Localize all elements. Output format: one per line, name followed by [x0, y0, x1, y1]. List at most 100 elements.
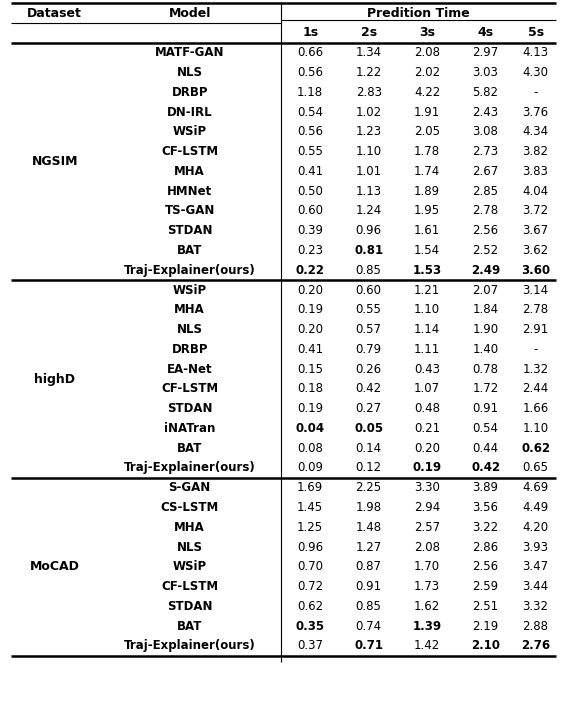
Text: 2.49: 2.49 [471, 264, 500, 277]
Text: 1.14: 1.14 [414, 323, 440, 336]
Text: 2.10: 2.10 [471, 639, 500, 653]
Text: 2.86: 2.86 [473, 541, 498, 553]
Text: 0.04: 0.04 [296, 422, 325, 435]
Text: -: - [533, 86, 538, 99]
Text: BAT: BAT [177, 244, 202, 257]
Text: 0.62: 0.62 [521, 441, 550, 455]
Text: 1.22: 1.22 [356, 66, 382, 79]
Text: 1.01: 1.01 [356, 165, 382, 178]
Text: 0.79: 0.79 [356, 343, 382, 356]
Text: 1.13: 1.13 [356, 184, 382, 198]
Text: 0.41: 0.41 [297, 343, 323, 356]
Text: STDAN: STDAN [167, 402, 212, 415]
Text: 0.65: 0.65 [523, 462, 549, 474]
Text: 0.09: 0.09 [297, 462, 323, 474]
Text: 2s: 2s [361, 27, 377, 39]
Text: 0.70: 0.70 [297, 560, 323, 573]
Text: 1.24: 1.24 [356, 204, 382, 218]
Text: CS-LSTM: CS-LSTM [161, 501, 219, 514]
Text: 2.51: 2.51 [473, 600, 498, 613]
Text: 0.56: 0.56 [297, 66, 323, 79]
Text: 0.57: 0.57 [356, 323, 382, 336]
Text: 4.04: 4.04 [523, 184, 549, 198]
Text: 1.32: 1.32 [523, 363, 549, 376]
Text: 1.11: 1.11 [414, 343, 440, 356]
Text: 2.76: 2.76 [521, 639, 550, 653]
Text: 4s: 4s [478, 27, 493, 39]
Text: Traj-Explainer(ours): Traj-Explainer(ours) [124, 264, 256, 277]
Text: 2.94: 2.94 [414, 501, 440, 514]
Text: NLS: NLS [176, 541, 203, 553]
Text: 1.98: 1.98 [356, 501, 382, 514]
Text: 0.78: 0.78 [473, 363, 498, 376]
Text: 2.02: 2.02 [414, 66, 440, 79]
Text: 2.56: 2.56 [473, 224, 498, 237]
Text: 1.21: 1.21 [414, 284, 440, 296]
Text: 1.66: 1.66 [523, 402, 549, 415]
Text: 1.69: 1.69 [297, 482, 323, 494]
Text: 1.72: 1.72 [473, 382, 498, 396]
Text: DN-IRL: DN-IRL [167, 106, 212, 118]
Text: 0.05: 0.05 [354, 422, 383, 435]
Text: S-GAN: S-GAN [169, 482, 211, 494]
Text: 0.91: 0.91 [356, 580, 382, 593]
Text: 5.82: 5.82 [473, 86, 498, 99]
Text: 0.54: 0.54 [297, 106, 323, 118]
Text: 1.62: 1.62 [414, 600, 440, 613]
Text: 2.08: 2.08 [414, 541, 440, 553]
Text: DRBP: DRBP [171, 343, 208, 356]
Text: 0.44: 0.44 [473, 441, 498, 455]
Text: 1.25: 1.25 [297, 521, 323, 534]
Text: Traj-Explainer(ours): Traj-Explainer(ours) [124, 462, 256, 474]
Text: 1.70: 1.70 [414, 560, 440, 573]
Text: CF-LSTM: CF-LSTM [161, 382, 218, 396]
Text: BAT: BAT [177, 620, 202, 633]
Text: 1.40: 1.40 [473, 343, 498, 356]
Text: 1.74: 1.74 [414, 165, 440, 178]
Text: MATF-GAN: MATF-GAN [155, 46, 224, 59]
Text: 3.72: 3.72 [523, 204, 549, 218]
Text: 2.59: 2.59 [473, 580, 498, 593]
Text: 2.05: 2.05 [414, 125, 440, 138]
Text: 1.23: 1.23 [356, 125, 382, 138]
Text: 0.12: 0.12 [356, 462, 382, 474]
Text: 0.35: 0.35 [296, 620, 325, 633]
Text: WSiP: WSiP [173, 125, 207, 138]
Text: WSiP: WSiP [173, 284, 207, 296]
Text: 1.91: 1.91 [414, 106, 440, 118]
Text: 0.96: 0.96 [356, 224, 382, 237]
Text: 1.48: 1.48 [356, 521, 382, 534]
Text: 3.03: 3.03 [473, 66, 498, 79]
Text: 0.19: 0.19 [297, 402, 323, 415]
Text: 0.85: 0.85 [356, 600, 382, 613]
Text: NLS: NLS [176, 66, 203, 79]
Text: CF-LSTM: CF-LSTM [161, 580, 218, 593]
Text: 3.44: 3.44 [523, 580, 549, 593]
Text: 2.07: 2.07 [473, 284, 498, 296]
Text: 0.85: 0.85 [356, 264, 382, 277]
Text: EA-Net: EA-Net [167, 363, 212, 376]
Text: 1.78: 1.78 [414, 145, 440, 158]
Text: 0.91: 0.91 [473, 402, 498, 415]
Text: -: - [533, 343, 538, 356]
Text: 2.83: 2.83 [356, 86, 382, 99]
Text: 1s: 1s [302, 27, 318, 39]
Text: 1.95: 1.95 [414, 204, 440, 218]
Text: 3.22: 3.22 [473, 521, 498, 534]
Text: Predition Time: Predition Time [368, 7, 470, 20]
Text: MoCAD: MoCAD [30, 560, 80, 573]
Text: iNATran: iNATran [164, 422, 215, 435]
Text: 1.10: 1.10 [523, 422, 549, 435]
Text: 4.20: 4.20 [523, 521, 549, 534]
Text: 2.88: 2.88 [523, 620, 549, 633]
Text: 3.60: 3.60 [521, 264, 550, 277]
Text: 0.42: 0.42 [356, 382, 382, 396]
Text: 2.56: 2.56 [473, 560, 498, 573]
Text: 0.26: 0.26 [356, 363, 382, 376]
Text: 1.54: 1.54 [414, 244, 440, 257]
Text: 0.41: 0.41 [297, 165, 323, 178]
Text: TS-GAN: TS-GAN [165, 204, 215, 218]
Text: 0.15: 0.15 [297, 363, 323, 376]
Text: 0.74: 0.74 [356, 620, 382, 633]
Text: 0.71: 0.71 [354, 639, 383, 653]
